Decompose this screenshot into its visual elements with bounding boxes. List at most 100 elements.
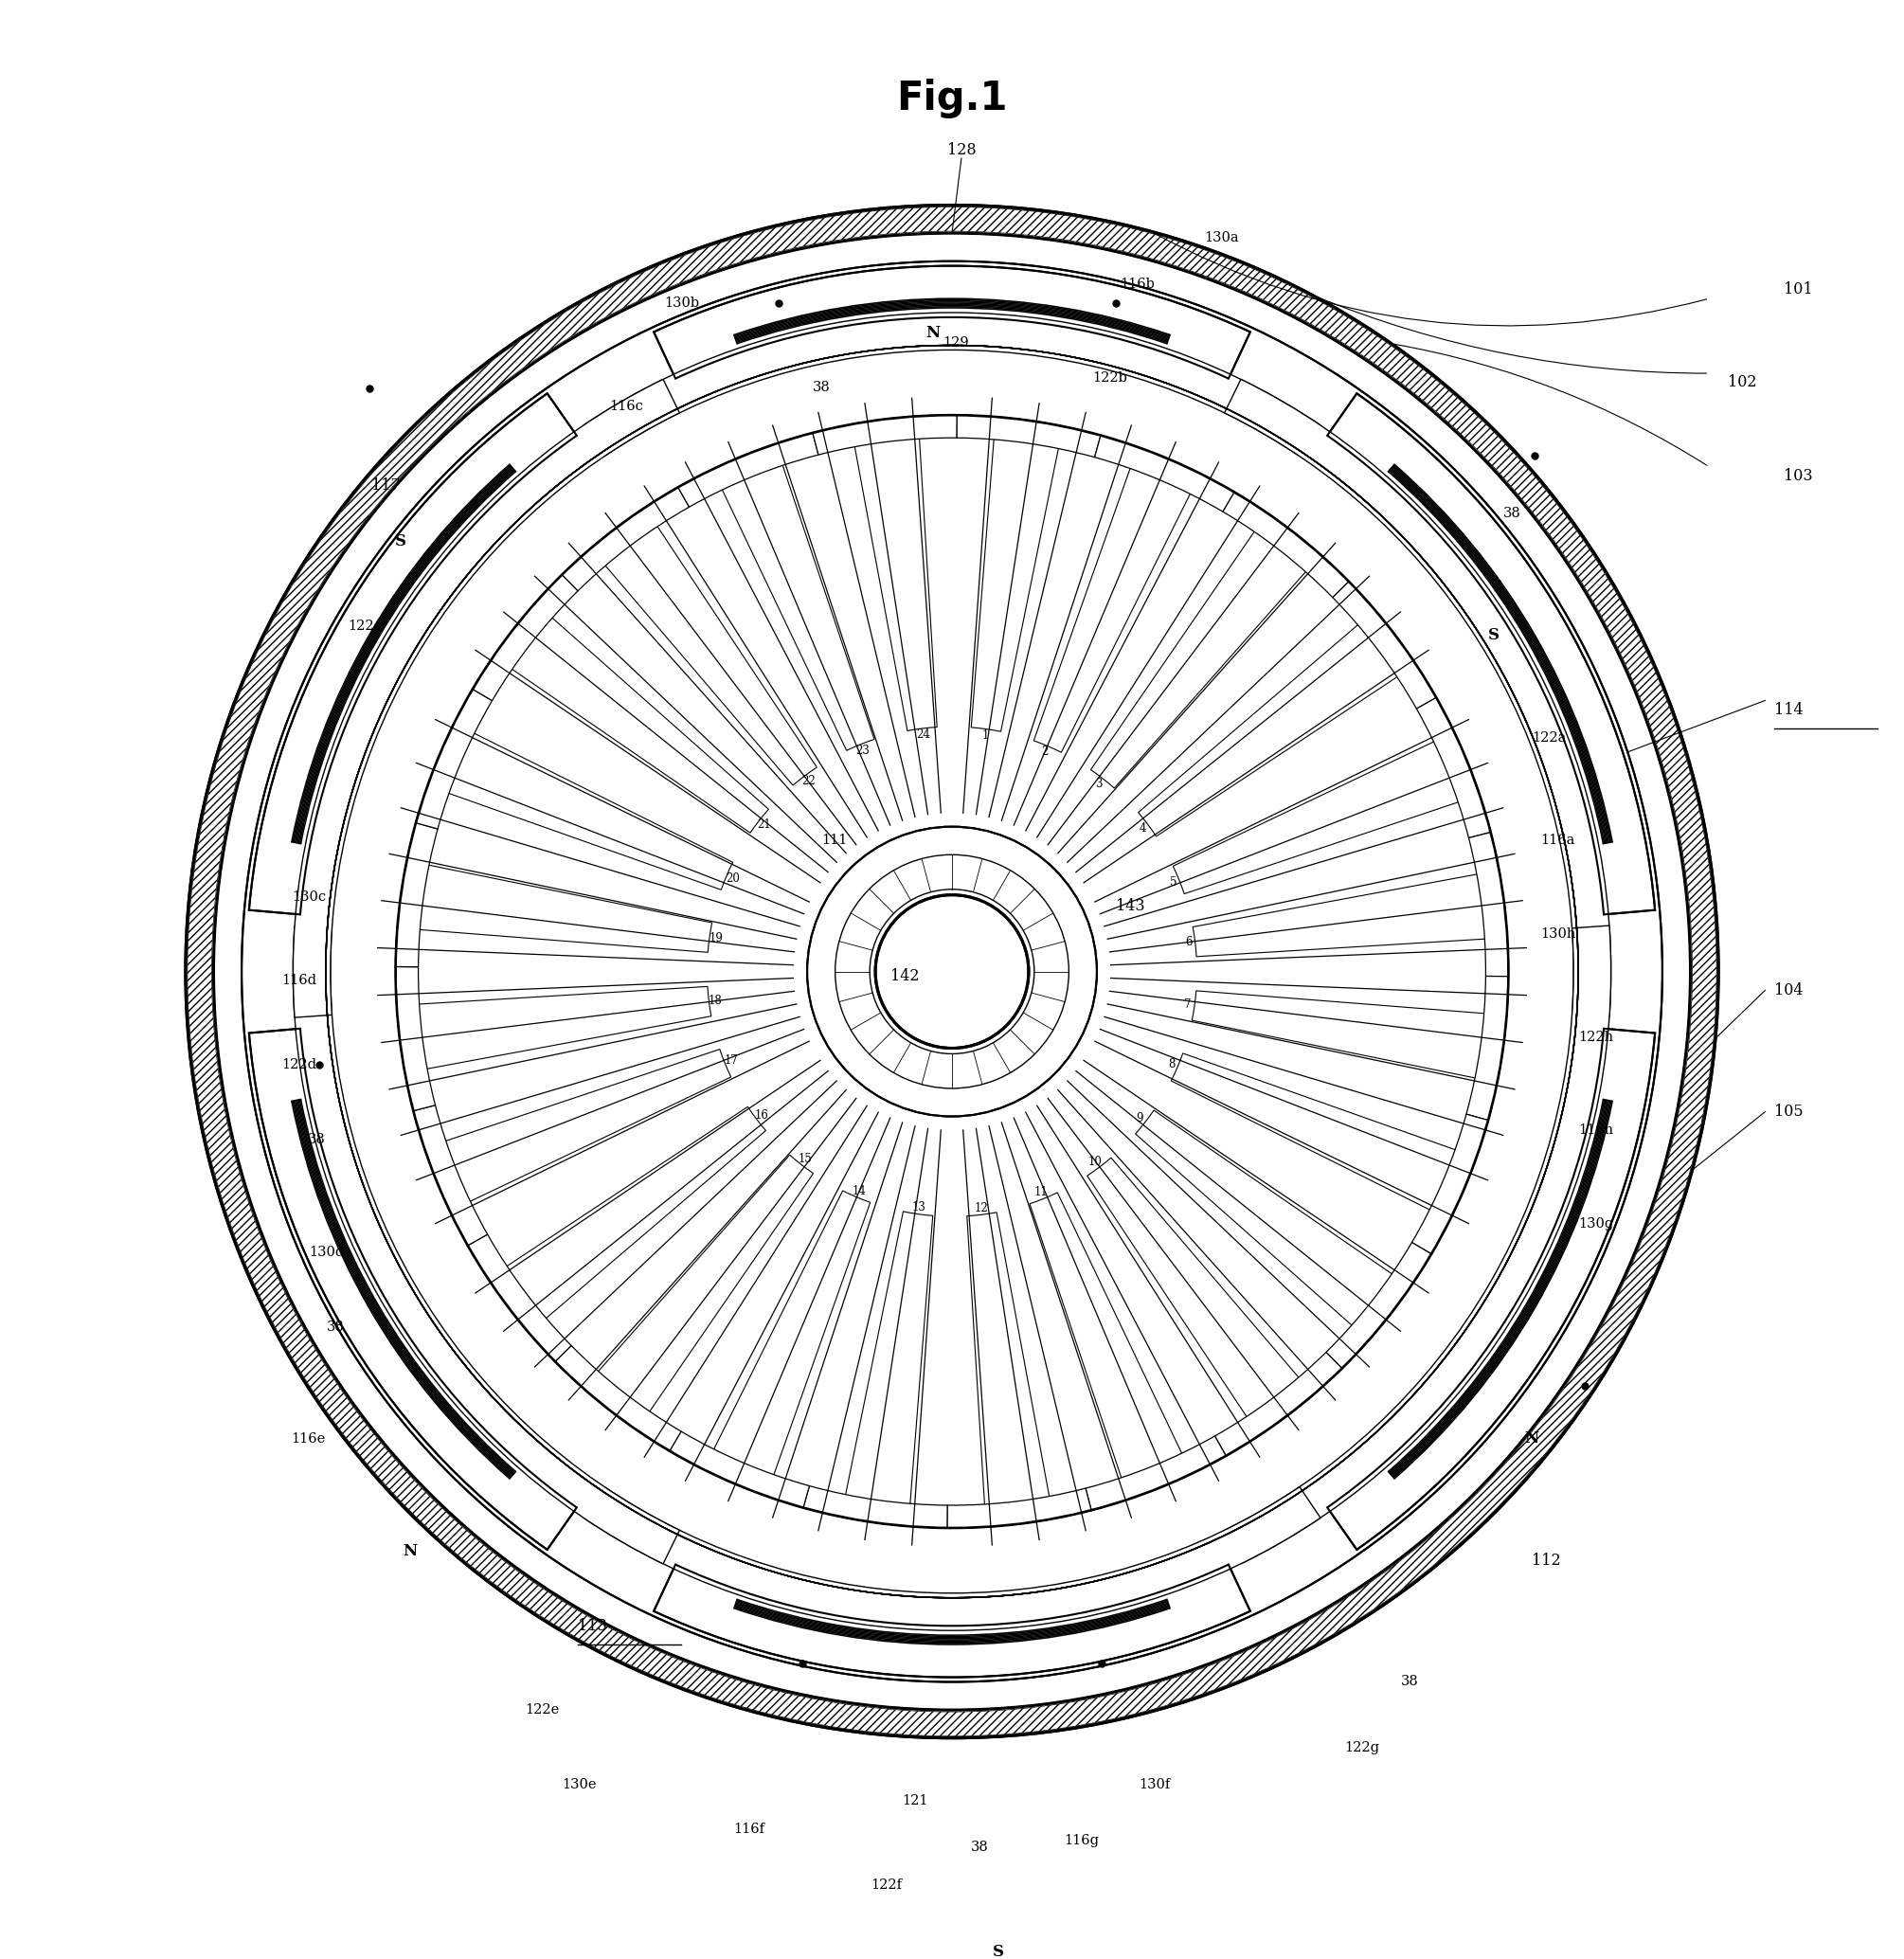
Text: 122e: 122e [526, 1702, 560, 1716]
Wedge shape [1192, 872, 1498, 956]
Text: 130b: 130b [664, 296, 699, 310]
Text: 116e: 116e [291, 1432, 326, 1446]
Text: 130f: 130f [1139, 1779, 1171, 1791]
Text: 12: 12 [975, 1203, 988, 1215]
Wedge shape [1171, 1054, 1468, 1215]
Text: 122h: 122h [1578, 1030, 1613, 1044]
Text: 18: 18 [708, 995, 722, 1007]
Text: 116c: 116c [609, 400, 644, 413]
Circle shape [876, 895, 1028, 1048]
Text: 130h: 130h [1540, 927, 1577, 940]
Text: 142: 142 [891, 968, 920, 983]
Wedge shape [670, 1432, 809, 1508]
Wedge shape [708, 1191, 870, 1487]
Wedge shape [1222, 492, 1350, 597]
Text: 22: 22 [802, 776, 815, 788]
Text: 2: 2 [1041, 746, 1049, 758]
Text: 129: 129 [942, 335, 969, 349]
Text: 6: 6 [1184, 936, 1192, 948]
Wedge shape [434, 1050, 731, 1207]
Wedge shape [249, 1027, 592, 1550]
Text: 3: 3 [1095, 778, 1102, 789]
Text: 21: 21 [758, 819, 771, 831]
Wedge shape [472, 574, 579, 701]
Wedge shape [1192, 991, 1497, 1081]
Wedge shape [653, 266, 1251, 404]
Wedge shape [836, 854, 1068, 1089]
Text: 24: 24 [916, 729, 929, 741]
Wedge shape [1173, 737, 1470, 893]
Wedge shape [946, 1489, 1091, 1528]
Wedge shape [1139, 617, 1407, 836]
Wedge shape [394, 823, 438, 968]
Wedge shape [1333, 582, 1438, 709]
Text: 112: 112 [1531, 1552, 1561, 1569]
Wedge shape [1312, 394, 1655, 917]
Text: 111: 111 [821, 835, 847, 848]
Text: 38: 38 [971, 1841, 988, 1853]
Wedge shape [653, 1540, 1251, 1677]
Text: 14: 14 [851, 1185, 866, 1197]
Text: N: N [1525, 1430, 1538, 1448]
Text: 130a: 130a [1205, 231, 1240, 245]
Wedge shape [583, 313, 1321, 456]
Wedge shape [678, 433, 819, 507]
Wedge shape [293, 380, 680, 1017]
Wedge shape [501, 609, 769, 833]
Wedge shape [1417, 697, 1491, 838]
Text: 102: 102 [1727, 374, 1757, 390]
Wedge shape [249, 394, 592, 917]
Wedge shape [406, 987, 712, 1072]
Wedge shape [293, 925, 680, 1563]
Text: 116d: 116d [282, 974, 316, 987]
Text: N: N [404, 1544, 417, 1559]
Wedge shape [1325, 1242, 1432, 1369]
Text: 122d: 122d [282, 1058, 316, 1072]
Text: 122g: 122g [1344, 1742, 1380, 1753]
Wedge shape [1087, 1158, 1308, 1428]
Wedge shape [1312, 1027, 1655, 1550]
Wedge shape [407, 862, 712, 952]
Text: 5: 5 [1169, 876, 1177, 889]
Text: 103: 103 [1784, 468, 1813, 484]
Text: 1: 1 [982, 729, 988, 742]
Wedge shape [956, 415, 1101, 456]
Text: 130e: 130e [562, 1779, 596, 1791]
Text: 13: 13 [912, 1201, 925, 1215]
Text: 128: 128 [946, 143, 977, 159]
Text: 116f: 116f [733, 1822, 765, 1836]
Text: 16: 16 [754, 1109, 769, 1121]
Text: 116a: 116a [1540, 835, 1575, 848]
Wedge shape [1215, 1352, 1342, 1456]
Text: 113: 113 [579, 1618, 607, 1634]
Circle shape [396, 415, 1508, 1528]
Text: 105: 105 [1775, 1103, 1803, 1121]
Text: 101: 101 [1784, 282, 1813, 298]
Wedge shape [1135, 1111, 1403, 1334]
Text: 38: 38 [1504, 507, 1521, 521]
Text: N: N [925, 325, 941, 341]
Text: 7: 7 [1184, 999, 1192, 1011]
Text: 23: 23 [855, 744, 870, 756]
Text: 130g: 130g [1578, 1217, 1613, 1230]
Text: 20: 20 [725, 872, 739, 885]
Text: 15: 15 [798, 1154, 813, 1166]
Wedge shape [1413, 1115, 1489, 1254]
Text: 4: 4 [1139, 823, 1146, 835]
Text: Fig.1: Fig.1 [897, 78, 1007, 119]
Wedge shape [596, 515, 817, 786]
Text: 117: 117 [371, 478, 400, 494]
Wedge shape [813, 415, 958, 454]
Text: S: S [994, 1943, 1005, 1959]
Text: 130d: 130d [308, 1246, 345, 1258]
Wedge shape [971, 427, 1061, 731]
Wedge shape [853, 425, 937, 731]
Text: 122b: 122b [1093, 372, 1127, 384]
Text: 116h: 116h [1578, 1124, 1613, 1136]
Text: 17: 17 [724, 1054, 739, 1068]
Wedge shape [716, 453, 874, 750]
Text: 104: 104 [1775, 981, 1803, 999]
Wedge shape [590, 1156, 813, 1422]
Text: 122a: 122a [1531, 731, 1565, 744]
Text: 143: 143 [1116, 897, 1144, 915]
